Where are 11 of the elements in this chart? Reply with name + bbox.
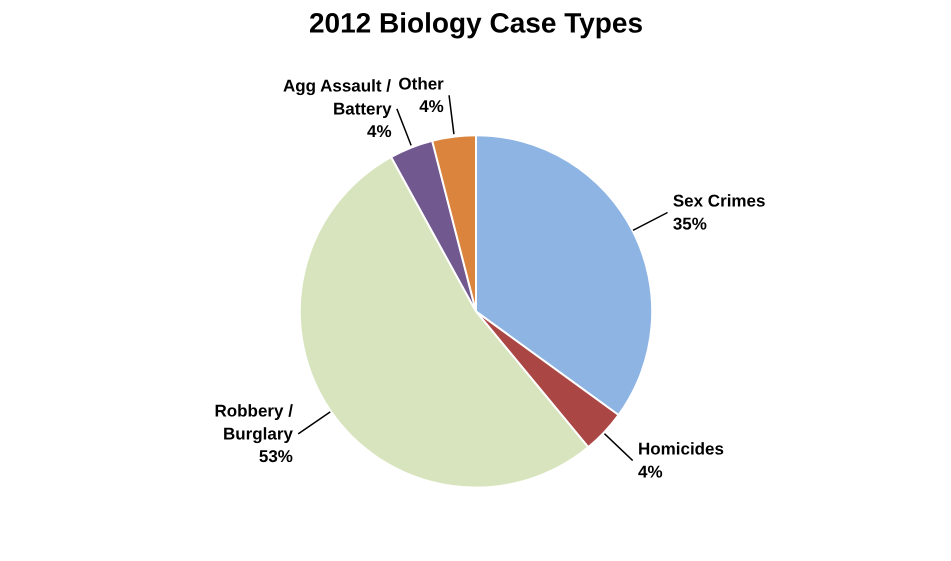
slice-label: Homicides: [638, 440, 724, 459]
chart-title: 2012 Biology Case Types: [308, 8, 644, 38]
slice-label: Other: [398, 74, 444, 94]
data-label: 4%: [367, 122, 392, 142]
slice-label: Robbery / Burglary: [214, 402, 294, 444]
slice-label: Agg Assault / Battery: [282, 76, 392, 118]
data-label: 35%: [672, 214, 707, 234]
slice-label: Sex Crimes: [672, 192, 766, 211]
data-label: 4%: [638, 462, 663, 482]
data-label: 4%: [419, 97, 444, 116]
data-label: 53%: [258, 447, 293, 466]
